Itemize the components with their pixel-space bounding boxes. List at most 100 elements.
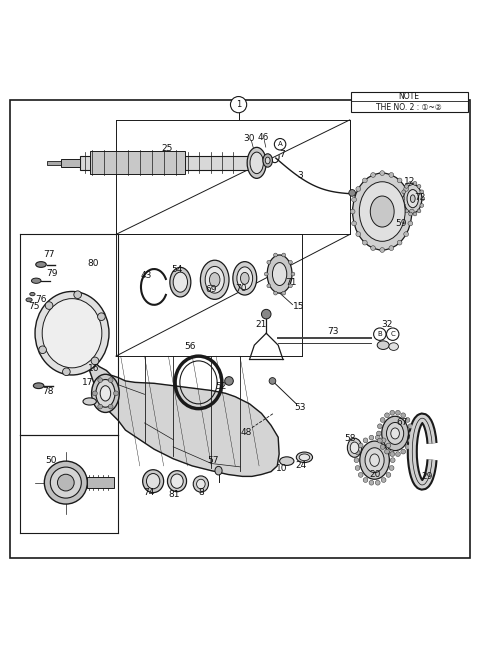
Circle shape (354, 458, 359, 462)
Ellipse shape (92, 374, 119, 413)
Circle shape (62, 368, 70, 375)
Circle shape (421, 196, 425, 200)
Circle shape (74, 291, 82, 299)
Ellipse shape (267, 255, 292, 293)
Circle shape (376, 431, 381, 436)
Ellipse shape (170, 267, 191, 297)
Circle shape (397, 178, 402, 183)
Circle shape (375, 480, 380, 485)
Text: 73: 73 (327, 327, 339, 336)
Circle shape (381, 477, 386, 482)
Ellipse shape (247, 147, 266, 178)
Circle shape (230, 96, 247, 113)
Text: 24: 24 (295, 461, 306, 470)
Text: THE NO. 2 : ①~②: THE NO. 2 : ①~② (376, 103, 442, 112)
Circle shape (408, 197, 413, 202)
Ellipse shape (96, 379, 115, 407)
Circle shape (363, 438, 368, 443)
Circle shape (404, 232, 408, 236)
Ellipse shape (171, 474, 183, 489)
Text: 67: 67 (396, 419, 408, 428)
Circle shape (396, 411, 400, 415)
Ellipse shape (100, 386, 111, 401)
Ellipse shape (280, 457, 294, 466)
Circle shape (369, 480, 374, 485)
Circle shape (274, 253, 277, 257)
Text: C: C (390, 331, 395, 337)
Circle shape (358, 443, 363, 448)
Circle shape (386, 328, 399, 341)
Ellipse shape (36, 261, 46, 267)
Circle shape (408, 181, 412, 185)
Text: 25: 25 (162, 143, 173, 153)
Ellipse shape (391, 428, 399, 439)
Ellipse shape (370, 196, 394, 227)
Text: 15: 15 (292, 303, 304, 312)
Ellipse shape (382, 417, 408, 451)
Circle shape (371, 172, 375, 178)
Ellipse shape (193, 476, 208, 492)
Circle shape (401, 449, 406, 454)
Text: 52: 52 (215, 382, 227, 391)
Circle shape (405, 209, 408, 213)
Circle shape (363, 477, 368, 482)
Text: 81: 81 (168, 490, 180, 499)
Text: 48: 48 (240, 428, 252, 437)
Text: 43: 43 (141, 271, 152, 280)
Ellipse shape (146, 474, 160, 489)
Circle shape (269, 378, 276, 384)
Text: 1: 1 (236, 100, 241, 109)
Circle shape (390, 458, 395, 462)
Circle shape (97, 313, 105, 320)
Circle shape (358, 472, 363, 477)
Ellipse shape (34, 383, 44, 388)
Ellipse shape (296, 452, 312, 462)
Circle shape (401, 413, 406, 418)
Circle shape (413, 181, 417, 185)
Circle shape (408, 424, 413, 428)
Circle shape (384, 449, 389, 454)
Circle shape (380, 417, 385, 422)
Text: 57: 57 (207, 456, 218, 464)
Circle shape (413, 212, 417, 216)
Circle shape (409, 431, 414, 436)
Circle shape (114, 391, 118, 396)
Circle shape (352, 221, 357, 226)
Ellipse shape (263, 154, 273, 167)
Circle shape (420, 190, 424, 194)
Ellipse shape (404, 184, 422, 213)
Text: 3: 3 (297, 171, 303, 180)
Circle shape (405, 445, 410, 449)
Text: 7: 7 (279, 150, 285, 159)
Text: 53: 53 (294, 403, 305, 412)
Text: 79: 79 (46, 269, 57, 278)
Ellipse shape (168, 471, 187, 492)
Ellipse shape (250, 152, 264, 174)
Circle shape (291, 272, 295, 276)
Ellipse shape (410, 195, 415, 202)
Circle shape (108, 378, 113, 383)
Text: 76: 76 (35, 295, 46, 305)
Text: 58: 58 (344, 434, 356, 443)
Circle shape (267, 284, 271, 288)
Circle shape (108, 404, 113, 409)
Polygon shape (89, 356, 279, 476)
Circle shape (404, 187, 408, 191)
Circle shape (282, 291, 286, 295)
Ellipse shape (44, 461, 87, 504)
Text: 29: 29 (421, 472, 433, 481)
Text: B: B (377, 331, 382, 337)
Ellipse shape (205, 267, 224, 293)
Ellipse shape (83, 398, 96, 405)
Circle shape (381, 438, 386, 443)
Circle shape (405, 417, 410, 422)
Ellipse shape (42, 299, 102, 368)
Text: 16: 16 (88, 364, 99, 373)
Text: 78: 78 (42, 387, 54, 396)
Text: 32: 32 (381, 320, 393, 329)
Circle shape (389, 466, 394, 470)
Circle shape (390, 411, 395, 415)
Circle shape (408, 438, 413, 443)
Circle shape (401, 196, 405, 200)
Circle shape (362, 178, 367, 183)
